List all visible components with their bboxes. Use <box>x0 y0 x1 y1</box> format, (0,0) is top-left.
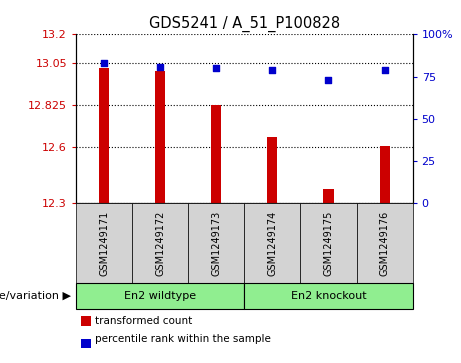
Point <box>100 60 108 66</box>
Bar <box>211 105 221 203</box>
Text: GSM1249174: GSM1249174 <box>267 211 278 276</box>
Text: GSM1249175: GSM1249175 <box>324 211 333 276</box>
Point <box>213 65 220 71</box>
Bar <box>99 68 109 203</box>
Title: GDS5241 / A_51_P100828: GDS5241 / A_51_P100828 <box>149 16 340 32</box>
Point <box>156 64 164 69</box>
Text: genotype/variation ▶: genotype/variation ▶ <box>0 291 71 301</box>
Text: transformed count: transformed count <box>95 316 193 326</box>
Text: percentile rank within the sample: percentile rank within the sample <box>95 334 272 344</box>
Text: GSM1249171: GSM1249171 <box>99 211 109 276</box>
Text: En2 knockout: En2 knockout <box>290 291 366 301</box>
Text: GSM1249172: GSM1249172 <box>155 211 165 276</box>
Point <box>269 67 276 73</box>
Point <box>381 67 388 73</box>
Text: GSM1249173: GSM1249173 <box>211 211 221 276</box>
Bar <box>324 189 333 203</box>
Point <box>325 77 332 83</box>
Text: En2 wildtype: En2 wildtype <box>124 291 196 301</box>
Bar <box>155 71 165 203</box>
Text: GSM1249176: GSM1249176 <box>379 211 390 276</box>
Bar <box>379 146 390 203</box>
Bar <box>267 137 278 203</box>
